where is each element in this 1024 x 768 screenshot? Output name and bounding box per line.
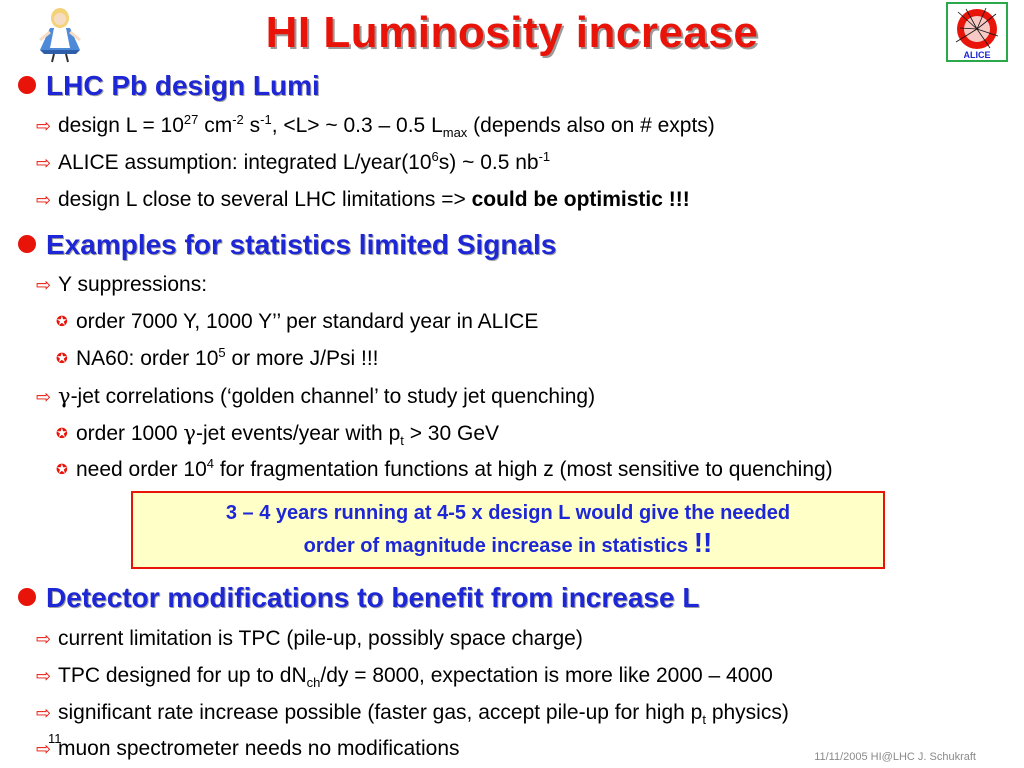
arrow-right-icon: ⇨ bbox=[36, 666, 52, 686]
section-heading-detector: Detector modifications to benefit from i… bbox=[18, 582, 699, 614]
list-item: ✪ need order 104 for fragmentation functi… bbox=[56, 456, 833, 482]
item-text: need order 10 bbox=[76, 458, 207, 481]
bullet-dot-icon bbox=[18, 75, 36, 94]
superscript: 4 bbox=[206, 456, 215, 471]
arrow-right-icon: ⇨ bbox=[36, 387, 52, 407]
superscript: -2 bbox=[232, 112, 244, 127]
alice-experiment-logo: ALICE bbox=[946, 2, 1008, 62]
item-text: -jet events/year with p bbox=[195, 422, 401, 445]
footer-text: 11/11/2005 HI@LHC J. Schukraft bbox=[814, 751, 976, 763]
superscript: -1 bbox=[260, 112, 272, 127]
arrow-right-icon: ⇨ bbox=[36, 153, 52, 173]
item-text: -jet correlations (‘golden channel’ to s… bbox=[70, 385, 596, 408]
item-text: /dy = 8000, expectation is more like 200… bbox=[320, 664, 773, 687]
list-item: ⇨ γ-jet correlations (‘golden channel’ to… bbox=[36, 384, 595, 409]
star-bullet-icon: ✪ bbox=[56, 313, 68, 329]
list-item: ⇨ Y suppressions: bbox=[36, 273, 207, 297]
slide-title: HI Luminosity increase bbox=[265, 8, 759, 57]
alice-logo-text: ALICE bbox=[964, 50, 991, 60]
item-text: (depends also on # expts) bbox=[467, 114, 715, 137]
item-text: TPC designed for up to dN bbox=[58, 664, 307, 687]
arrow-right-icon: ⇨ bbox=[36, 190, 52, 210]
item-text: physics) bbox=[705, 701, 789, 724]
callout-line: 3 – 4 years running at 4-5 x design L wo… bbox=[225, 502, 791, 524]
subscript: ch bbox=[306, 675, 321, 691]
item-text: > 30 GeV bbox=[403, 422, 500, 445]
section-heading-signals: Examples for statistics limited Signals bbox=[18, 229, 556, 261]
item-text: order 1000 bbox=[76, 422, 184, 445]
item-text: ALICE assumption: integrated L/year(10 bbox=[58, 151, 432, 174]
arrow-right-icon: ⇨ bbox=[36, 629, 52, 649]
item-text: significant rate increase possible (fast… bbox=[58, 701, 703, 724]
item-text: s) ~ 0.5 nb bbox=[438, 151, 539, 174]
subscript: t bbox=[400, 433, 404, 449]
item-text: design L close to several LHC limitation… bbox=[58, 188, 472, 211]
list-item: ✪ order 1000 γ-jet events/year with pt > … bbox=[56, 421, 500, 449]
list-item: ✪ NA60: order 105 or more J/Psi !!! bbox=[56, 345, 379, 371]
list-item: ✪ order 7000 Y, 1000 Y’’ per standard yea… bbox=[56, 310, 538, 334]
item-text: for fragmentation functions at high z (m… bbox=[214, 458, 833, 481]
item-text: s bbox=[243, 114, 261, 137]
gamma-symbol: γ bbox=[58, 384, 71, 408]
superscript: 27 bbox=[183, 112, 199, 127]
list-item: ⇨ muon spectrometer needs no modification… bbox=[36, 737, 460, 761]
arrow-right-icon: ⇨ bbox=[36, 739, 52, 759]
subscript: max bbox=[442, 125, 468, 141]
item-text: current limitation is TPC (pile-up, poss… bbox=[58, 627, 583, 650]
callout-text: order of magnitude increase in statistic… bbox=[303, 535, 694, 557]
callout-box: 3 – 4 years running at 4-5 x design L wo… bbox=[131, 491, 885, 569]
heading-text: Examples for statistics limited Signals bbox=[46, 229, 557, 260]
list-item: ⇨ current limitation is TPC (pile-up, pos… bbox=[36, 627, 583, 651]
superscript: 5 bbox=[218, 345, 226, 360]
item-text: , <L> ~ 0.3 – 0.5 L bbox=[271, 114, 443, 137]
list-item: ⇨ significant rate increase possible (fas… bbox=[36, 701, 789, 728]
superscript: 6 bbox=[431, 149, 439, 164]
alice-figure-logo bbox=[39, 8, 81, 63]
list-item: ⇨ design L = 1027 cm-2 s-1, <L> ~ 0.3 – 0… bbox=[36, 112, 715, 141]
bullet-dot-icon bbox=[18, 234, 36, 253]
callout-line: order of magnitude increase in statistic… bbox=[133, 528, 883, 561]
bullet-dot-icon bbox=[18, 587, 36, 606]
list-item: ⇨ design L close to several LHC limitatio… bbox=[36, 188, 690, 212]
heading-text: Detector modifications to benefit from i… bbox=[46, 582, 700, 613]
arrow-right-icon: ⇨ bbox=[36, 703, 52, 723]
superscript: -1 bbox=[538, 149, 551, 164]
star-bullet-icon: ✪ bbox=[56, 425, 68, 441]
section-heading-lumi: LHC Pb design Lumi bbox=[18, 70, 320, 102]
item-text: or more J/Psi !!! bbox=[225, 347, 379, 370]
star-bullet-icon: ✪ bbox=[56, 350, 68, 366]
gamma-symbol: γ bbox=[183, 421, 196, 445]
heading-text: LHC Pb design Lumi bbox=[46, 70, 320, 101]
item-text: cm bbox=[198, 114, 233, 137]
item-text: order 7000 Y, 1000 Y’’ per standard year… bbox=[76, 310, 539, 333]
list-item: ⇨ TPC designed for up to dNch/dy = 8000, … bbox=[36, 664, 773, 691]
list-item: ⇨ ALICE assumption: integrated L/year(106… bbox=[36, 149, 551, 175]
item-text: muon spectrometer needs no modifications bbox=[58, 737, 460, 760]
page-number: 11 bbox=[48, 731, 62, 746]
callout-emphasis: !! bbox=[693, 527, 713, 558]
arrow-right-icon: ⇨ bbox=[36, 116, 52, 136]
item-text: design L = 10 bbox=[58, 114, 184, 137]
emphasis-text: could be optimistic !!! bbox=[471, 188, 690, 211]
arrow-right-icon: ⇨ bbox=[36, 275, 52, 295]
item-text: NA60: order 10 bbox=[76, 347, 219, 370]
item-text: Y suppressions: bbox=[58, 273, 208, 296]
subscript: t bbox=[702, 712, 706, 728]
star-bullet-icon: ✪ bbox=[56, 461, 68, 477]
